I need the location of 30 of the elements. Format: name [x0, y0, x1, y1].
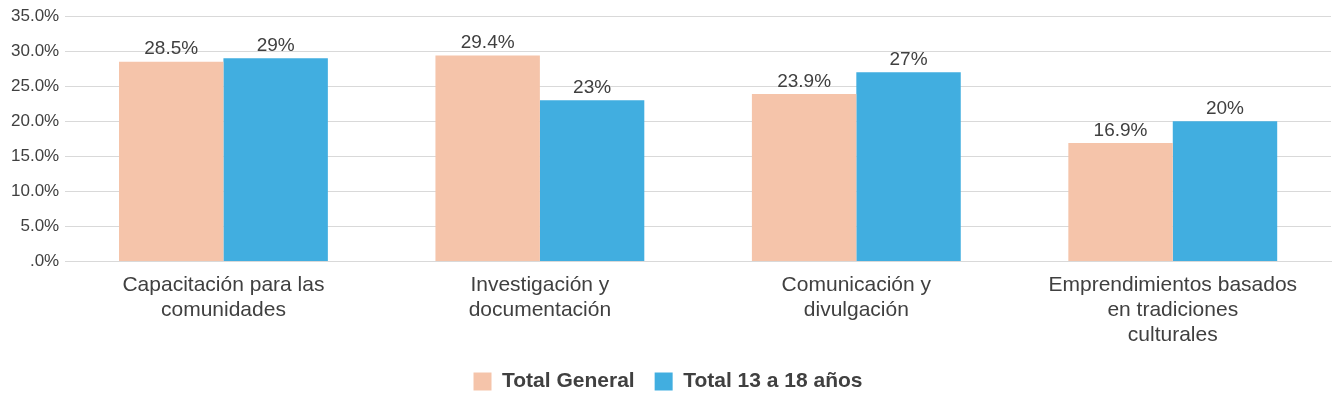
data-label: 29%: [256, 33, 295, 55]
x-tick-label: Investigación y documentación: [468, 271, 612, 320]
legend-label: Total General: [502, 368, 635, 392]
legend-label: Total 13 a 18 años: [683, 368, 863, 392]
y-tick-label: 25.0%: [11, 75, 60, 95]
data-label: 28.5%: [144, 37, 199, 59]
y-tick-label: .0%: [29, 251, 60, 271]
bar: [1172, 121, 1278, 261]
data-label: 23%: [573, 76, 612, 97]
y-tick-label: 30.0%: [11, 40, 60, 60]
bar: [435, 55, 540, 261]
bar: [223, 58, 328, 261]
bar: [539, 100, 645, 261]
bar: [1068, 143, 1173, 261]
y-tick-label: 5.0%: [20, 216, 60, 236]
x-tick-label: Capacitación para las comunidades: [122, 271, 325, 320]
y-tick-label: 20.0%: [11, 110, 60, 130]
data-label: 20%: [1205, 97, 1245, 119]
y-tick-label: 10.0%: [11, 181, 60, 201]
y-tick-label: 35.0%: [11, 5, 60, 25]
bar: [751, 93, 857, 261]
y-tick-label: 15.0%: [11, 146, 60, 165]
data-label: 16.9%: [1093, 118, 1148, 140]
bar: [119, 61, 224, 261]
x-tick-label: Emprendimientos basados en tradiciones culturales: [1048, 271, 1298, 346]
data-label: 29.4%: [460, 31, 515, 53]
bar: [856, 72, 961, 261]
x-tick-label: Comunicación y divulgación: [781, 271, 932, 320]
data-label: 23.9%: [777, 69, 832, 91]
data-label: 27%: [889, 47, 928, 69]
